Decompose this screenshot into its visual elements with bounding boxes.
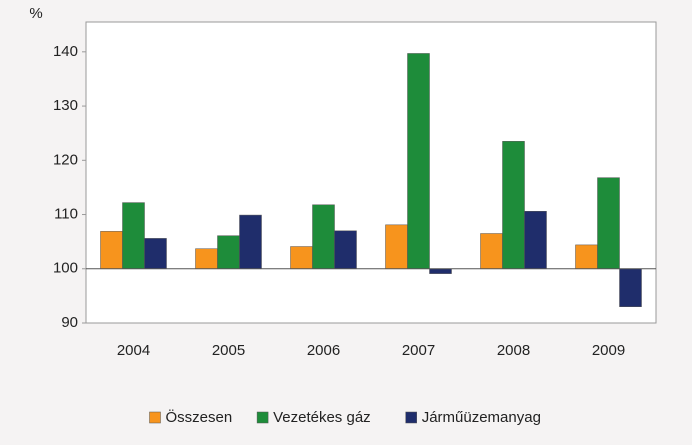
x-tick-label: 2009 — [592, 342, 625, 359]
bar — [429, 268, 452, 274]
y-tick-label: 110 — [54, 206, 78, 223]
y-tick-label: 120 — [53, 151, 78, 168]
legend-swatch — [256, 411, 269, 424]
x-tick-label: 2007 — [402, 342, 435, 359]
bar — [217, 235, 240, 270]
y-tick-label: 130 — [53, 97, 78, 114]
y-tick-label: 140 — [53, 43, 78, 60]
bar — [334, 230, 357, 270]
x-tick-label: 2005 — [212, 342, 245, 359]
bar — [144, 238, 167, 270]
bar — [524, 211, 547, 270]
legend-swatch — [149, 411, 161, 424]
legend-label: Összesen — [166, 408, 233, 426]
bar — [195, 248, 218, 270]
legend-swatch — [405, 411, 417, 424]
bar — [100, 231, 123, 270]
bar — [575, 244, 598, 270]
bar — [480, 233, 503, 270]
bar — [502, 141, 525, 270]
legend-label: Vezetékes gáz — [273, 409, 371, 426]
x-tick-label: 2008 — [497, 342, 530, 359]
bar — [619, 268, 642, 307]
bar — [407, 53, 430, 270]
bar — [312, 204, 335, 270]
plot-area — [85, 21, 657, 324]
y-tick-label: 100 — [53, 260, 78, 277]
y-tick-label: 90 — [61, 314, 78, 331]
x-tick-label: 2006 — [307, 342, 340, 359]
bar — [122, 202, 145, 270]
bar — [239, 214, 262, 270]
x-tick-label: 2004 — [117, 342, 150, 359]
y-axis-label: % — [29, 5, 42, 22]
bar — [290, 246, 313, 270]
legend-label: Járműüzemanyag — [422, 409, 541, 426]
bar — [597, 177, 620, 270]
bar — [385, 224, 408, 270]
